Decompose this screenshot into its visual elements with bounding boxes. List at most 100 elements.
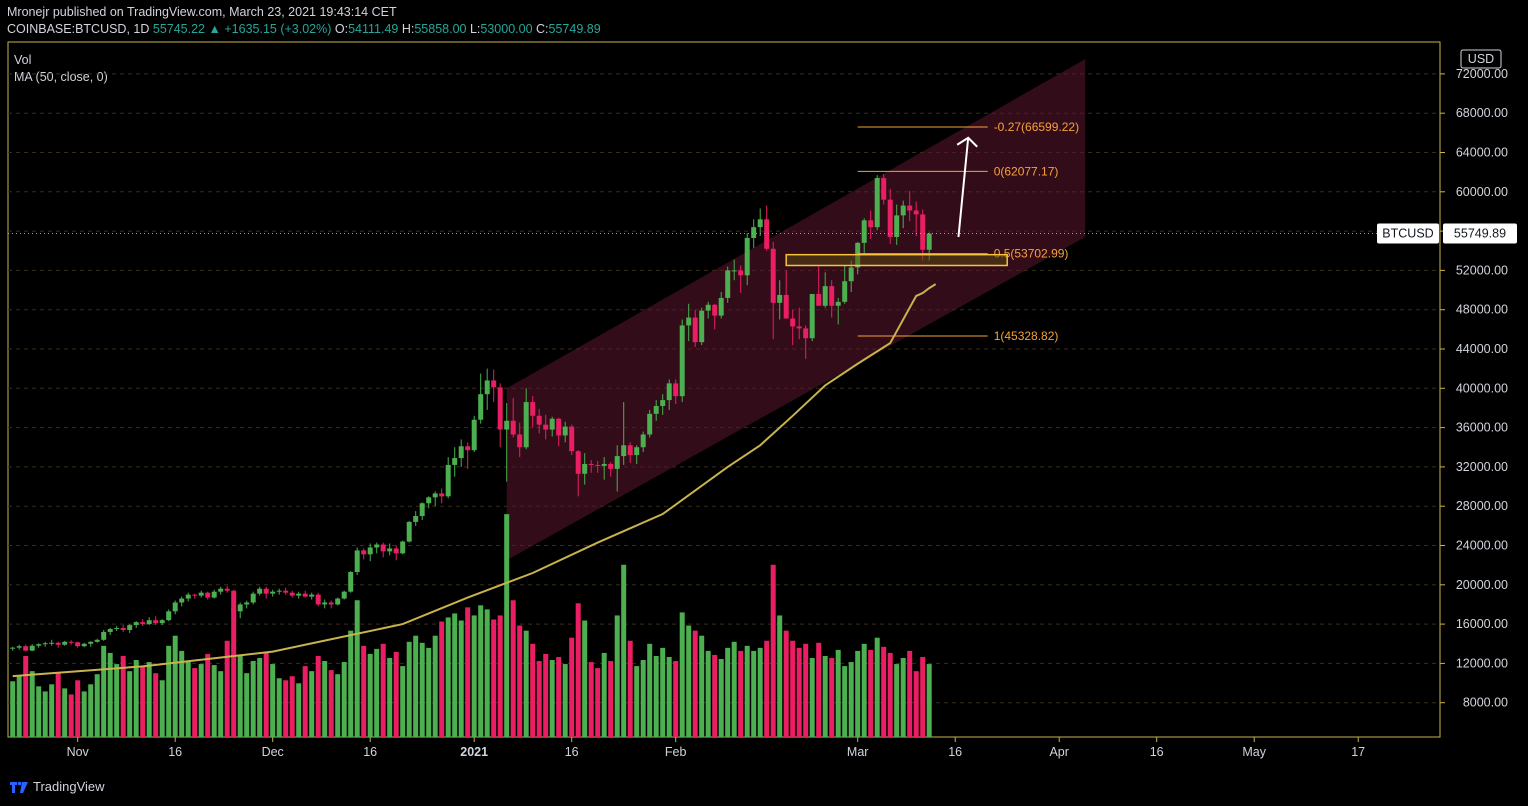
volume-bar	[725, 647, 731, 737]
volume-bar	[257, 657, 263, 737]
volume-bar	[244, 673, 250, 737]
candle-body	[10, 647, 16, 649]
candle-body	[94, 639, 100, 642]
candle-body	[822, 286, 828, 306]
candle-body	[55, 642, 61, 645]
volume-bar	[172, 635, 178, 737]
candle-body	[562, 426, 568, 436]
candle-body	[205, 592, 211, 598]
y-tick-label: 44000.00	[1456, 342, 1508, 356]
candle-body	[796, 326, 802, 329]
high-label: H:	[401, 22, 415, 36]
volume-bar	[894, 664, 900, 737]
volume-bar	[452, 613, 458, 737]
candle-body	[49, 642, 55, 644]
candle-body	[335, 598, 341, 605]
candle-body	[140, 622, 146, 625]
candle-body	[744, 237, 750, 276]
candle-body	[738, 270, 744, 276]
volume-bar	[601, 652, 607, 737]
volume-bar	[478, 605, 484, 737]
volume-bar	[296, 683, 302, 737]
parallel-channel	[506, 59, 1086, 561]
volume-bar	[504, 514, 510, 737]
volume-bar	[543, 653, 549, 737]
candle-body	[920, 214, 926, 250]
candle-body	[322, 602, 328, 605]
open-value: 54111.49	[348, 22, 399, 36]
candle-body	[42, 643, 48, 645]
volume-bar	[224, 640, 230, 737]
x-tick-label: Feb	[665, 745, 687, 759]
candle-body	[621, 445, 627, 457]
volume-bar	[322, 661, 328, 737]
volume-bar	[406, 641, 412, 737]
volume-bar	[848, 662, 854, 737]
candle-body	[900, 205, 906, 216]
candle-body	[907, 205, 913, 211]
candle-body	[179, 598, 185, 603]
volume-bar	[835, 649, 841, 737]
volume-bar	[627, 640, 633, 737]
last-price-tag-label: 55749.89	[1454, 227, 1506, 241]
candle-body	[341, 591, 347, 599]
candle-body	[575, 451, 581, 474]
candle-body	[146, 620, 152, 625]
volume-bar	[796, 647, 802, 737]
volume-bar	[829, 657, 835, 737]
y-tick-label: 64000.00	[1456, 146, 1508, 160]
candle-body	[348, 572, 354, 592]
candle-body	[673, 383, 679, 397]
volume-bar	[731, 641, 737, 737]
candle-body	[374, 544, 380, 548]
candle-body	[790, 318, 796, 327]
candle-body	[543, 424, 549, 430]
indicator-ma[interactable]: MA (50, close, 0)	[14, 70, 108, 84]
candle-body	[595, 464, 601, 466]
candle-body	[16, 646, 22, 648]
volume-bar	[783, 630, 789, 737]
volume-bar	[523, 630, 529, 737]
volume-bar	[510, 600, 516, 737]
volume-bar	[699, 635, 705, 737]
volume-bar	[445, 617, 451, 737]
candle-body	[413, 516, 419, 522]
candle-body	[829, 286, 835, 306]
y-tick-label: 48000.00	[1456, 303, 1508, 317]
candle-body	[270, 591, 276, 594]
symbol-label: COINBASE:BTCUSD, 1D	[7, 22, 150, 36]
candle-body	[101, 631, 107, 640]
y-tick-label: 12000.00	[1456, 656, 1508, 670]
close-label: C:	[536, 22, 549, 36]
fib-level-label: 1(45328.82)	[994, 329, 1059, 343]
volume-bar	[517, 625, 523, 737]
volume-bar	[549, 660, 555, 737]
indicator-vol[interactable]: Vol	[14, 53, 32, 67]
volume-bar	[536, 661, 542, 737]
candle-body	[439, 493, 445, 497]
volume-bar	[679, 612, 685, 737]
volume-bar	[341, 662, 347, 737]
volume-bar	[374, 648, 380, 737]
fib-level-label: 0.5(53702.99)	[994, 247, 1069, 261]
candle-body	[731, 270, 737, 272]
candle-body	[471, 419, 477, 451]
candle-body	[783, 294, 789, 319]
volume-bar	[575, 603, 581, 737]
volume-bar	[777, 615, 783, 737]
candle-body	[536, 415, 542, 425]
x-tick-label: Mar	[847, 745, 869, 759]
candle-body	[530, 402, 536, 416]
candle-body	[647, 413, 653, 435]
candle-body	[88, 641, 94, 644]
volume-bar	[192, 668, 198, 737]
volume-bar	[153, 673, 159, 737]
volume-bar	[595, 668, 601, 737]
tradingview-logo-icon	[10, 781, 28, 793]
volume-bar	[887, 652, 893, 737]
candle-body	[172, 602, 178, 612]
publisher-line: Mronejr published on TradingView.com, Ma…	[7, 5, 397, 19]
candle-body	[276, 590, 282, 592]
volume-bar	[588, 662, 594, 737]
